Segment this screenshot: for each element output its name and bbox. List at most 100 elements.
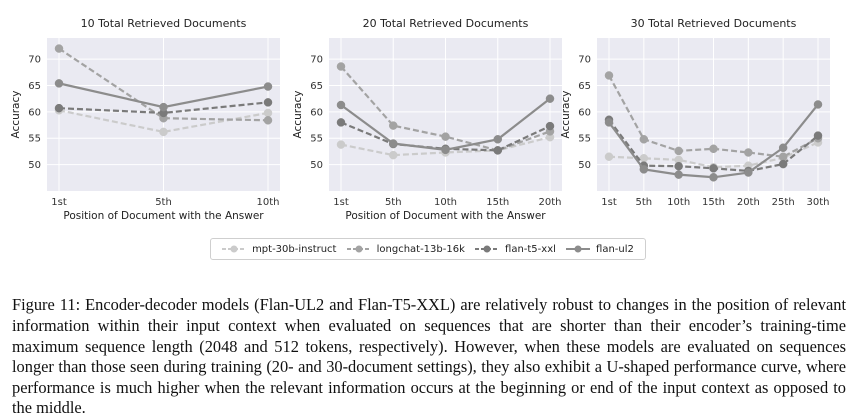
y-tick-label: 50 [28,160,41,171]
legend-swatch-icon [566,244,591,254]
y-tick-label: 65 [28,81,41,92]
y-tick-label: 60 [578,107,591,118]
x-tick-label: 15th [486,197,509,208]
x-axis-label: Position of Document with the Answer [63,210,264,222]
y-axis-label: Accuracy [10,91,22,139]
y-tick-label: 65 [310,81,323,92]
x-tick-label: 20th [737,197,760,208]
legend-label: longchat-13b-16k [376,243,465,255]
data-point [389,121,398,130]
data-point [778,143,788,152]
legend-item: flan-ul2 [566,244,634,255]
x-tick-label: 1st [51,197,67,208]
figure: 50 55 60 65 70 1st 5th 10th 10 Total Retrieved D… [10,17,830,260]
y-tick-label: 50 [310,160,323,171]
y-axis-label: Accuracy [560,91,572,139]
data-point [744,168,753,177]
y-tick-label: 70 [578,55,591,66]
x-tick-label: 5th [385,197,402,208]
data-point [545,121,555,131]
data-point [604,118,614,127]
data-point [159,102,168,112]
y-tick-label: 70 [310,55,323,66]
legend-swatch-icon [222,244,247,254]
x-tick-label: 1st [333,197,349,208]
y-tick-label: 70 [28,55,41,66]
data-point [778,159,788,169]
figure-caption: Figure 11: Encoder-decoder models (Flan-… [12,295,846,418]
data-point [263,116,273,125]
chart-title: 10 Total Retrieved Documents [81,17,247,30]
data-point [639,154,649,163]
data-point [709,144,718,154]
data-point [674,146,683,156]
data-point [639,165,649,174]
chart-panel: 50 55 60 65 70 1st 5th 10th 10 Total Retrieved D… [10,17,280,222]
data-point [604,71,614,80]
data-point [778,152,788,161]
data-point [545,94,555,103]
data-point [813,131,823,140]
x-tick-label: 10th [434,197,457,208]
data-point [263,82,273,91]
data-point [54,44,64,53]
chart-title: 30 Total Retrieved Documents [631,17,797,30]
legend-swatch-icon [346,244,371,254]
data-point [493,135,502,144]
data-point [813,100,823,109]
x-tick-label: 20th [539,197,562,208]
data-point [441,132,450,141]
data-point [441,145,450,155]
y-tick-label: 60 [310,107,323,118]
x-tick-label: 25th [772,197,795,208]
y-tick-label: 55 [28,134,41,145]
x-tick-label: 15th [702,197,725,208]
data-point [493,146,502,155]
legend-item: flan-t5-xxl [475,244,556,255]
legend-swatch-icon [475,244,500,254]
chart-title: 20 Total Retrieved Documents [363,17,529,30]
y-tick-label: 60 [28,107,41,118]
data-point [54,79,64,88]
series-line [340,136,551,157]
chart-panel: 50 55 60 65 70 1st 5th 10th 15th 20th 25th 30th 30 T… [560,17,830,208]
chart-panel: 50 55 60 65 70 1st 5th 10th 15th 20th 20 Total Ret… [292,17,562,222]
x-tick-label: 30th [807,197,830,208]
y-tick-label: 55 [310,134,323,145]
legend-item: mpt-30b-instruct [222,244,336,255]
data-point [709,164,718,173]
data-point [744,148,753,157]
data-point [263,108,273,118]
data-point [389,150,398,160]
data-point [263,98,273,107]
data-point [336,140,346,149]
legend-item: longchat-13b-16k [346,243,465,255]
x-tick-label: 5th [636,197,653,208]
data-point [336,100,346,110]
data-point [336,62,346,71]
data-point [389,139,398,148]
legend-label: mpt-30b-instruct [252,243,337,255]
charts-canvas: 50 55 60 65 70 1st 5th 10th 10 Total Retrieved D… [10,17,830,222]
data-point [604,152,614,161]
data-point [336,118,346,127]
legend-label: flan-ul2 [596,243,634,255]
x-axis-label: Position of Document with the Answer [345,210,546,222]
x-tick-label: 10th [667,197,690,208]
data-point [709,173,718,182]
data-point [639,135,649,144]
legend-label: flan-t5-xxl [505,243,556,255]
x-tick-label: 1st [601,197,617,208]
y-tick-label: 65 [578,81,591,92]
data-point [54,103,64,113]
x-tick-label: 5th [155,197,172,208]
y-tick-label: 50 [578,160,591,171]
y-axis-label: Accuracy [292,91,304,139]
legend: mpt-30b-instruct longchat-13b-16k flan-t5-… [210,238,646,260]
data-point [674,161,683,171]
x-tick-label: 10th [257,197,280,208]
data-point [674,170,683,179]
data-point [159,127,168,137]
series-line [58,47,269,122]
y-tick-label: 55 [578,134,591,145]
